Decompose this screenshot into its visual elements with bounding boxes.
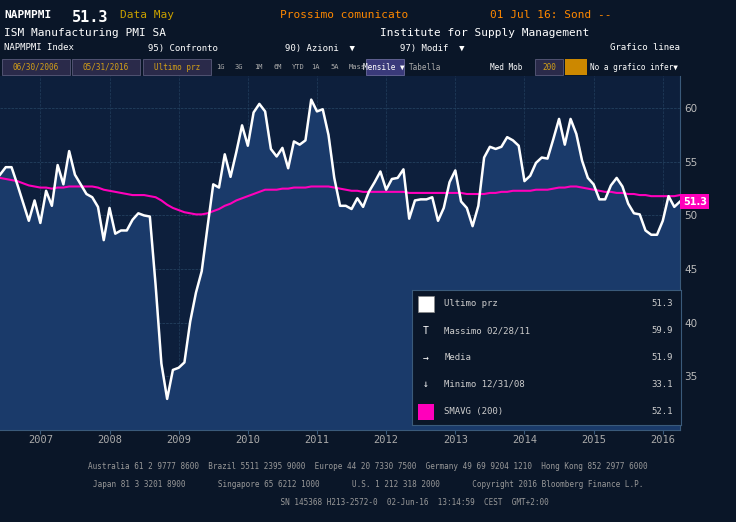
Text: 05/31/2016: 05/31/2016 — [83, 63, 129, 72]
FancyBboxPatch shape — [366, 59, 404, 75]
Text: No a grafico infer▼: No a grafico infer▼ — [590, 63, 678, 72]
Text: Media: Media — [445, 353, 471, 362]
Text: SMAVG (200): SMAVG (200) — [445, 407, 503, 416]
Text: Ultimo prz: Ultimo prz — [154, 63, 200, 72]
Text: 01 Jul 16: Sond --: 01 Jul 16: Sond -- — [490, 10, 612, 20]
Text: 2016: 2016 — [651, 435, 675, 445]
Bar — [417, 404, 434, 420]
Text: Massimo 02/28/11: Massimo 02/28/11 — [445, 326, 531, 335]
Text: 200: 200 — [542, 63, 556, 72]
Text: 2011: 2011 — [305, 435, 330, 445]
Text: 51.3: 51.3 — [72, 10, 108, 25]
Text: 51.9: 51.9 — [651, 353, 673, 362]
Text: 2010: 2010 — [236, 435, 261, 445]
Text: 1G: 1G — [216, 64, 224, 70]
Text: 5A: 5A — [330, 64, 339, 70]
Text: 2015: 2015 — [581, 435, 606, 445]
Text: NAPMPMI Index: NAPMPMI Index — [4, 43, 74, 53]
Bar — [417, 296, 434, 313]
Text: 95) Confronto: 95) Confronto — [148, 43, 218, 53]
FancyBboxPatch shape — [565, 59, 587, 75]
Text: Mass: Mass — [349, 64, 366, 70]
Text: YTD: YTD — [292, 64, 305, 70]
Text: 6M: 6M — [273, 64, 281, 70]
Text: 59.9: 59.9 — [651, 326, 673, 335]
Text: 3G: 3G — [235, 64, 244, 70]
FancyBboxPatch shape — [72, 59, 140, 75]
Text: 06/30/2006: 06/30/2006 — [13, 63, 59, 72]
FancyBboxPatch shape — [143, 59, 211, 75]
Text: Ultimo prz: Ultimo prz — [445, 299, 498, 308]
Text: ISM Manufacturing PMI SA: ISM Manufacturing PMI SA — [4, 28, 166, 38]
FancyBboxPatch shape — [2, 59, 70, 75]
Text: 51.3: 51.3 — [651, 299, 673, 308]
Text: 33.1: 33.1 — [651, 380, 673, 389]
Text: 97) Modif  ▼: 97) Modif ▼ — [400, 43, 464, 53]
Text: 2013: 2013 — [443, 435, 468, 445]
Text: 1M: 1M — [254, 64, 263, 70]
Text: 2012: 2012 — [374, 435, 399, 445]
Text: SN 145368 H213-2572-0  02-Jun-16  13:14:59  CEST  GMT+2:00: SN 145368 H213-2572-0 02-Jun-16 13:14:59… — [188, 498, 548, 507]
Text: 1A: 1A — [311, 64, 319, 70]
Text: →: → — [422, 352, 428, 362]
Text: 2008: 2008 — [97, 435, 122, 445]
Text: Data May: Data May — [120, 10, 174, 20]
Text: Japan 81 3 3201 8900       Singapore 65 6212 1000       U.S. 1 212 318 2000     : Japan 81 3 3201 8900 Singapore 65 6212 1… — [93, 480, 643, 489]
Text: ↓: ↓ — [422, 379, 428, 389]
Text: 51.3: 51.3 — [683, 196, 707, 207]
Text: 2007: 2007 — [28, 435, 53, 445]
Text: Prossimo comunicato: Prossimo comunicato — [280, 10, 408, 20]
Text: Grafico linea: Grafico linea — [610, 43, 680, 53]
Text: 2009: 2009 — [166, 435, 191, 445]
Text: Australia 61 2 9777 8600  Brazil 5511 2395 9000  Europe 44 20 7330 7500  Germany: Australia 61 2 9777 8600 Brazil 5511 239… — [88, 462, 648, 471]
Text: 90) Azioni  ▼: 90) Azioni ▼ — [285, 43, 355, 53]
Text: Institute for Supply Management: Institute for Supply Management — [380, 28, 590, 38]
Text: 2014: 2014 — [512, 435, 537, 445]
Text: 52.1: 52.1 — [651, 407, 673, 416]
FancyBboxPatch shape — [535, 59, 563, 75]
Text: NAPMPMI: NAPMPMI — [4, 10, 52, 20]
Text: Tabella: Tabella — [409, 63, 442, 72]
Text: Mensile ▼: Mensile ▼ — [363, 63, 405, 72]
Text: Minimo 12/31/08: Minimo 12/31/08 — [445, 380, 525, 389]
Text: T: T — [422, 326, 428, 336]
Text: Med Mob: Med Mob — [490, 63, 523, 72]
